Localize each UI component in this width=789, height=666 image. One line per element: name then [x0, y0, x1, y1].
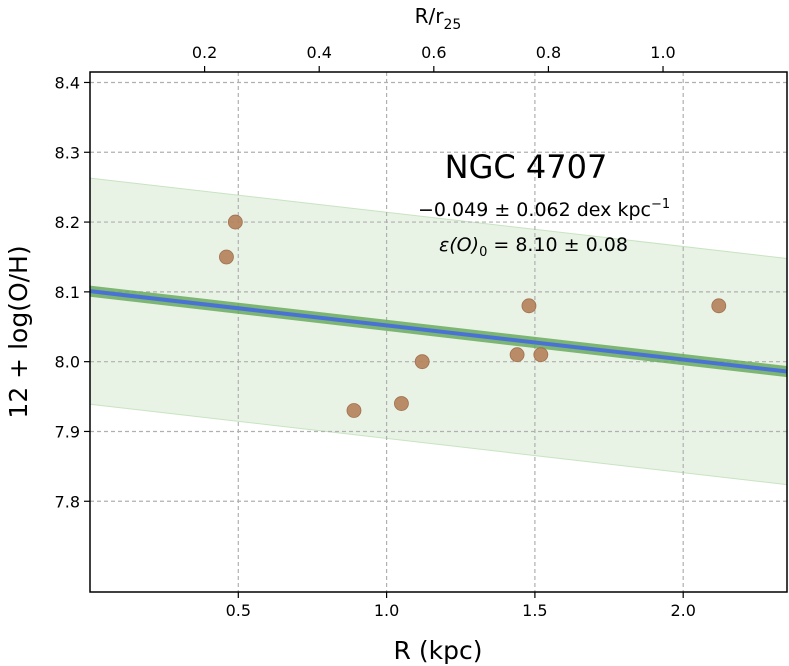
- bottom-x-axis: 0.5 1.0 1.5 2.0: [226, 592, 696, 620]
- top-tick-label-4: 1.0: [650, 43, 675, 62]
- plot-frame: [89, 71, 788, 593]
- top-axis-label-sub: 25: [444, 17, 462, 33]
- data-point-8: [711, 298, 727, 314]
- y-tick-label-6: 8.4: [55, 73, 80, 92]
- top-tick-label-3: 0.8: [536, 43, 561, 62]
- data-point-5: [509, 347, 525, 363]
- data-point-7: [533, 347, 549, 363]
- top-tick-label-1: 0.4: [306, 43, 331, 62]
- x-tick-label-0: 0.5: [226, 601, 251, 620]
- grid: [90, 72, 787, 592]
- y-tick-label-2: 8.0: [55, 353, 80, 372]
- y-axis: 7.8 7.9 8.0 8.1 8.2 8.3 8.4: [55, 73, 90, 511]
- top-tick-label-0: 0.2: [192, 43, 217, 62]
- chart-title: NGC 4707: [445, 148, 608, 186]
- plot-area: [90, 72, 787, 592]
- fit-line: [90, 289, 787, 374]
- data-point-6: [521, 298, 537, 314]
- y-tick-label-0: 7.8: [55, 492, 80, 511]
- data-point-2: [346, 403, 362, 418]
- data-point-4: [414, 354, 430, 370]
- x-tick-label-3: 2.0: [670, 601, 695, 620]
- eps-annotation-sub: 0: [479, 245, 487, 260]
- eps-annotation-value: = 8.10 ± 0.08: [487, 234, 628, 256]
- data-point-1: [227, 214, 243, 230]
- x-tick-label-2: 1.5: [522, 601, 547, 620]
- data-points: [219, 214, 727, 418]
- y-tick-label-1: 7.9: [55, 422, 80, 441]
- top-axis-label: R/r25: [415, 4, 462, 33]
- top-tick-label-2: 0.6: [421, 43, 446, 62]
- slope-annotation-sup: −1: [651, 197, 670, 212]
- top-x-axis: 0.2 0.4 0.6 0.8 1.0: [192, 43, 676, 72]
- eps-annotation: ε(O)0 = 8.10 ± 0.08: [439, 234, 628, 260]
- eps-annotation-symbol: ε(O): [439, 234, 479, 256]
- y-tick-label-5: 8.3: [55, 143, 80, 162]
- x-tick-label-1: 1.0: [374, 601, 399, 620]
- data-point-0: [219, 249, 234, 265]
- slope-annotation-text: −0.049 ± 0.062 dex kpc: [418, 199, 651, 221]
- y-axis-label: 12 + log(O/H): [4, 245, 33, 418]
- data-point-3: [394, 396, 409, 411]
- x-axis-label: R (kpc): [394, 636, 483, 665]
- slope-annotation: −0.049 ± 0.062 dex kpc−1: [418, 197, 670, 221]
- top-axis-label-main: R/r: [415, 4, 445, 28]
- y-tick-label-3: 8.1: [55, 283, 80, 302]
- y-tick-label-4: 8.2: [55, 213, 80, 232]
